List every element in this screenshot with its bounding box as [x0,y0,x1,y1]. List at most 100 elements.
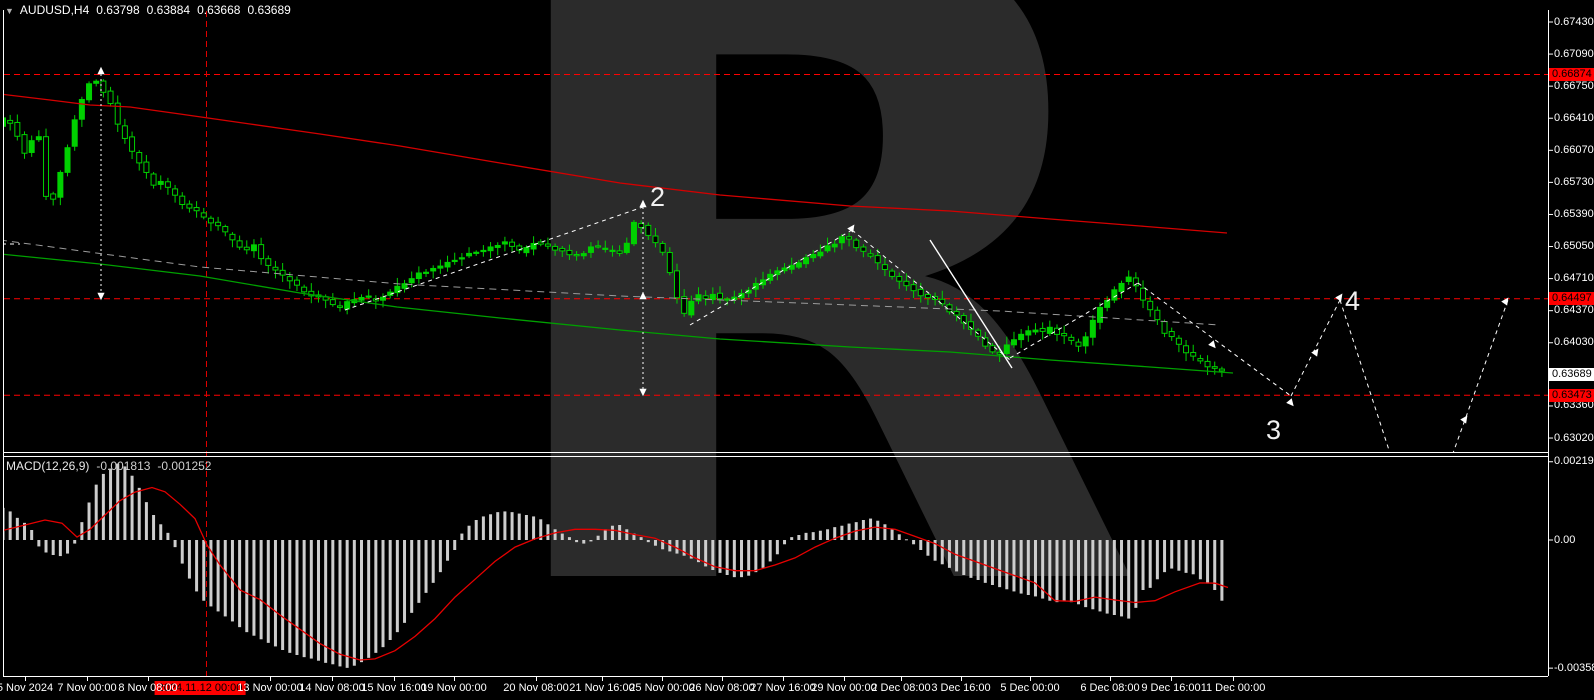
candle-body [767,273,774,281]
impulse-line [929,239,1013,369]
candle-body [179,195,186,205]
macd-bar [4,507,5,540]
macd-bar [1005,540,1009,590]
candle-body [717,292,723,300]
candle-body [164,181,171,188]
candle-body [846,236,853,240]
candle-body [638,223,645,228]
macd-bar [481,516,485,540]
macd-bar [446,540,450,561]
candle-body [487,246,494,252]
candle-body [480,249,487,253]
macd-bar [926,540,930,556]
median-line [4,240,1221,326]
candle-body [1025,330,1032,336]
candle-body [408,278,415,284]
candle-body [774,270,781,276]
macd-bar [589,540,593,542]
candle-body [695,294,702,302]
arrow-marker [1208,340,1216,349]
candle-body [157,180,164,185]
macd-bar [403,540,407,623]
candle-body [630,221,637,245]
macd-bar [797,535,801,540]
macd-bar [281,540,285,650]
lower-trendline [4,253,1234,374]
candle-body [738,292,745,299]
candle-body [523,247,530,254]
macd-bar [610,525,614,540]
macd-bar [259,540,263,640]
candle-body [924,294,931,299]
candle-body [623,242,630,253]
candle-body [129,136,136,152]
macd-bar [1012,540,1016,592]
macd-bar [1062,540,1066,601]
macd-bar [302,540,306,658]
candle-body [681,296,688,314]
macd-bar [567,537,571,540]
candle-body [243,246,250,251]
candle-body [1168,331,1175,338]
macd-bar [295,540,299,655]
macd-bar [101,473,105,540]
macd-bar [1019,540,1023,594]
macd-bar [1134,540,1138,608]
macd-bar [1105,540,1109,614]
arrow-marker [97,292,105,301]
macd-bar [919,540,923,550]
elliott-projection [4,74,1509,452]
candle-body [1190,352,1197,357]
upper-trendline [4,93,1228,234]
candle-body [365,295,372,298]
macd-bar [44,540,48,553]
candle-body [114,102,121,125]
candle-body [953,310,960,316]
candle-body [967,321,974,330]
macd-bar [87,502,91,540]
macd-bar [352,540,356,666]
macd-bar [969,540,973,578]
macd-bar [675,540,679,554]
macd-bar [1163,540,1167,573]
macd-bar [417,540,421,603]
macd-bar [496,512,500,540]
macd-bar [66,540,70,554]
macd-bar [1191,540,1195,575]
macd-bar [453,540,457,550]
macd-bar [639,537,643,540]
macd-bar [1184,540,1188,573]
macd-bar [532,516,536,540]
arrow-marker [639,291,647,300]
candle-body [688,300,695,316]
macd-bar [130,475,134,540]
macd-bar [1213,540,1217,590]
candlesticks [4,79,1225,378]
macd-bar [467,525,471,540]
macd-bar [1177,540,1181,571]
macd-bar [209,540,213,607]
macd-bar [180,540,184,564]
candle-body [602,247,609,250]
macd-bar [1170,540,1174,569]
macd-bar [288,540,292,653]
candle-body [279,269,286,276]
candle-body [473,251,480,254]
candle-body [286,276,293,282]
macd-bar [646,540,650,543]
macd-bar [582,540,586,544]
macd-bar [37,540,41,547]
candle-body [881,264,888,271]
macd-bar [410,540,414,613]
candle-body [258,244,265,260]
candle-body [265,258,272,266]
projection-segment [1290,299,1341,397]
candle-body [1218,368,1225,372]
macd-bar [826,529,830,540]
candle-body [229,233,236,241]
candle-body [652,235,659,244]
candle-body [960,315,967,324]
candle-body [78,98,85,120]
macd-bar [553,529,557,540]
